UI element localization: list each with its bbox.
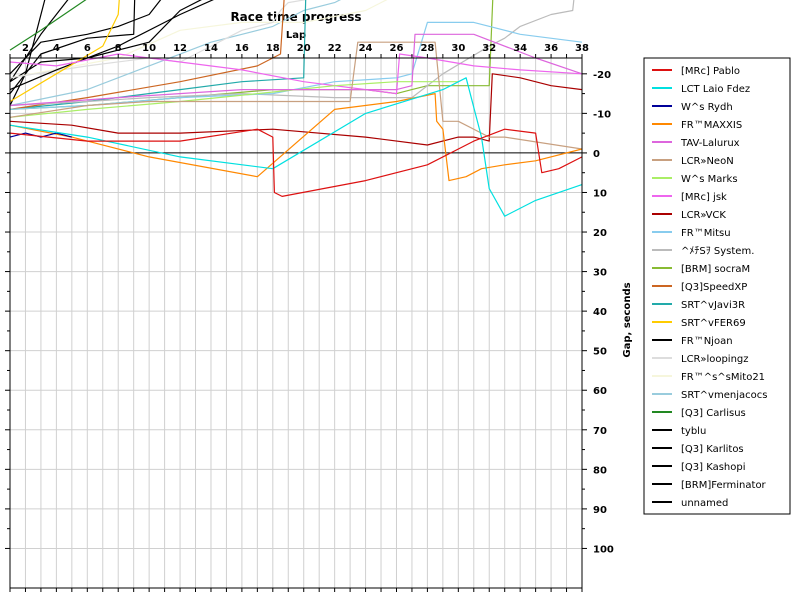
x-tick-label: 2: [22, 43, 29, 54]
legend-label: unnamed: [681, 498, 728, 509]
series-line: [9, 41, 583, 150]
axes: 2 4 6 8 10 12 14 16 18 20 22 24 26 28 30 32 34 36 38-20-10…: [5, 43, 614, 592]
series-line: [9, 81, 459, 118]
x-tick-label: 22: [328, 43, 342, 54]
plot-frame: [9, 57, 583, 589]
legend-label: TAV-Lalurux: [680, 138, 740, 149]
legend-label: [Q3]SpeedXP: [681, 282, 747, 293]
series-line: [9, 0, 494, 110]
legend-label: SRT^vmenjacocs: [681, 390, 767, 401]
y-tick-label: 100: [593, 544, 614, 555]
y-axis-label: Gap, seconds: [622, 282, 633, 357]
x-tick-label: 14: [204, 43, 218, 54]
legend-label: [Q3] Karlitos: [681, 444, 744, 455]
x-tick-label: 12: [173, 43, 187, 54]
legend-label: FR™MAXXIS: [681, 120, 742, 131]
series-line: [9, 128, 583, 197]
legend-label: [Q3] Kashopi: [681, 462, 746, 473]
x-tick-label: 6: [84, 43, 91, 54]
x-tick-label: 18: [266, 43, 280, 54]
legend-label: [MRc] Pablo: [681, 66, 740, 77]
series-line: [9, 0, 342, 107]
series-line: [9, 0, 307, 110]
legend-label: FR™Mitsu: [681, 228, 731, 239]
x-tick-label: 30: [451, 43, 465, 54]
y-tick-label: -10: [593, 109, 611, 120]
series-line: [9, 0, 202, 83]
x-tick-label: 10: [142, 43, 156, 54]
x-tick-label: 24: [359, 43, 373, 54]
series-line: [9, 0, 136, 94]
y-tick-label: 20: [593, 228, 607, 239]
legend-label: [Q3] Carlisus: [681, 408, 746, 419]
y-tick-label: -20: [593, 70, 611, 81]
x-tick-label: 16: [235, 43, 249, 54]
legend-label: FR™^s^sMito21: [681, 372, 765, 383]
x-tick-label: 28: [420, 43, 434, 54]
series-line: [9, 0, 285, 110]
y-tick-label: 60: [593, 386, 607, 397]
x-tick-label: 20: [297, 43, 311, 54]
legend-label: [BRM] socraM: [681, 264, 750, 275]
x-tick-label: 32: [482, 43, 496, 54]
series-line: [9, 77, 583, 217]
series-line: [9, 21, 583, 110]
legend-label: SRT^vJavi3R: [681, 300, 745, 311]
legend-label: ^ﾒﾁSｦ System.: [681, 246, 754, 257]
y-tick-label: 50: [593, 347, 607, 358]
legend-label: [MRc] jsk: [681, 192, 727, 203]
legend-label: W^s Marks: [681, 174, 738, 185]
y-tick-label: 90: [593, 505, 607, 516]
y-tick-label: 0: [593, 149, 600, 160]
legend-label: W^s Rydh: [681, 102, 733, 113]
series-line: [9, 0, 214, 91]
y-tick-label: 80: [593, 465, 607, 476]
y-tick-label: 30: [593, 268, 607, 279]
legend-label: LCR»VCK: [681, 210, 726, 221]
series-line: [9, 0, 388, 79]
series-line: [9, 73, 583, 146]
x-tick-label: 8: [115, 43, 122, 54]
series-line: [9, 0, 575, 107]
chart-title: Race time progress: [230, 10, 361, 24]
y-tick-label: 40: [593, 307, 607, 318]
series-line: [9, 0, 87, 51]
x-axis-label: Lap: [286, 30, 306, 41]
series-line: [9, 0, 162, 75]
legend-label: LCT Laio Fdez: [681, 84, 750, 95]
x-tick-label: 4: [53, 43, 60, 54]
x-tick-label: 34: [513, 43, 527, 54]
y-tick-label: 70: [593, 426, 607, 437]
legend-label: [BRM]Ferminator: [681, 480, 767, 491]
y-tick-label: 10: [593, 188, 607, 199]
legend-label: LCR»loopingz: [681, 354, 749, 365]
legend-label: tyblu: [681, 426, 706, 437]
series-line: [9, 33, 583, 107]
series-line: [9, 93, 583, 182]
x-tick-label: 26: [390, 43, 404, 54]
series-line: [9, 0, 120, 103]
x-tick-label: 38: [575, 43, 589, 54]
legend-label: FR™Njoan: [681, 336, 733, 347]
legend-label: LCR»NeoN: [681, 156, 734, 167]
legend-label: SRT^vFER69: [681, 318, 746, 329]
x-tick-label: 36: [544, 43, 558, 54]
legend: [MRc] Pablo LCT Laio Fdez W^s Rydh FR™MAXXI…: [643, 57, 791, 515]
